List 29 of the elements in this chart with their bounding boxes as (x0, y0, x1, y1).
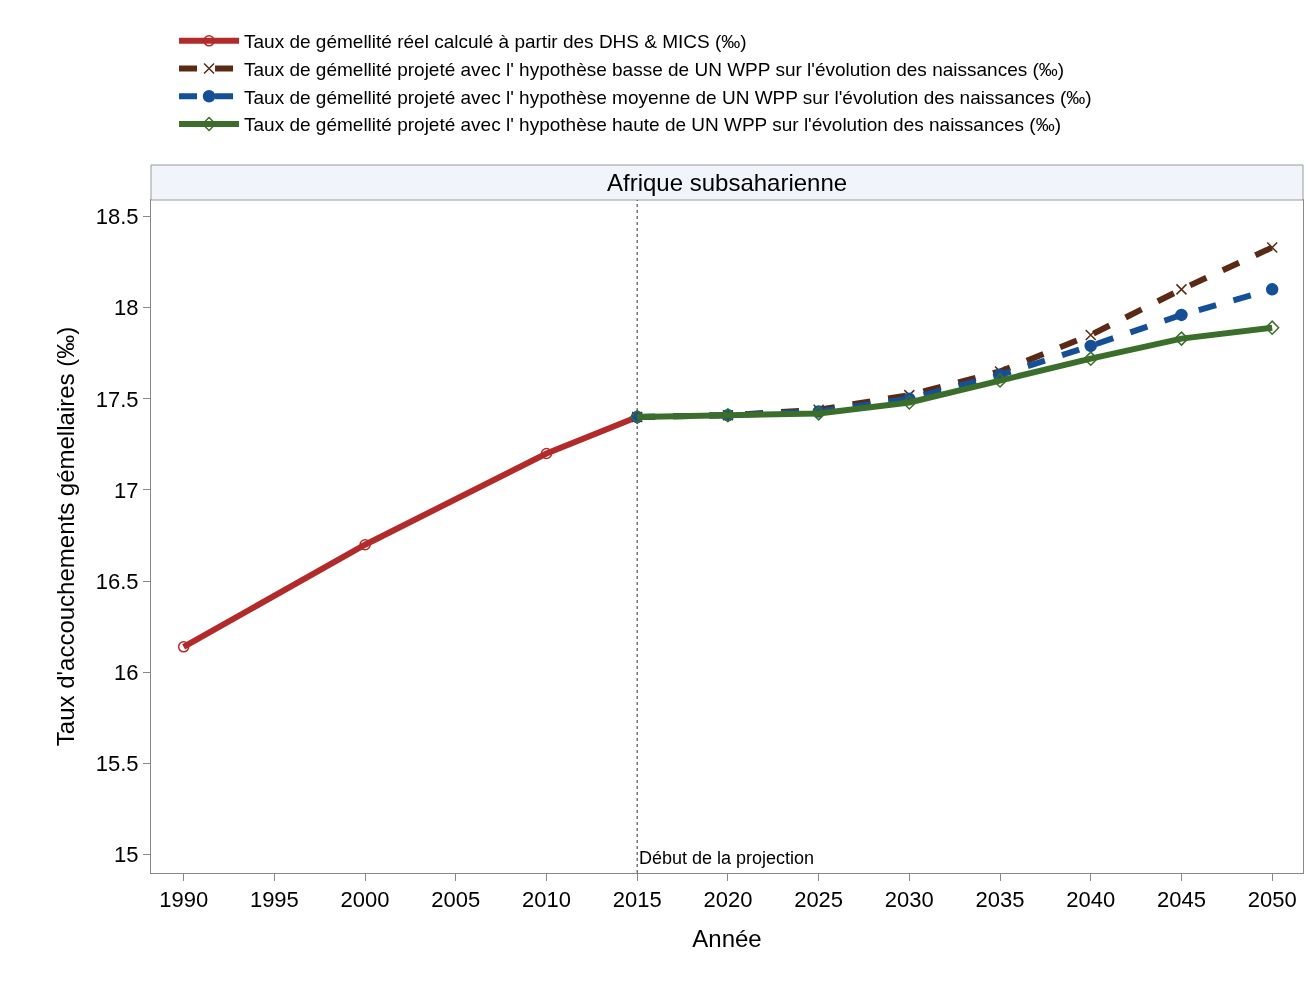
y-tick-label: 15.5 (95, 751, 139, 777)
x-tick-label: 1990 (159, 887, 209, 913)
x-tick-label: 2035 (975, 887, 1025, 913)
legend-label: Taux de gémellité projeté avec l' hypothèse haute de UN WPP sur l'évolution des naissances (‰) (244, 114, 1061, 136)
legend-label: Taux de gémellité projeté avec l' hypothèse moyenne de UN WPP sur l'évolution des naissances (‰) (244, 86, 1092, 108)
y-tick-label: 18.5 (95, 204, 139, 230)
x-tick-label: 2015 (612, 887, 662, 913)
x-axis-title: Année (692, 924, 762, 952)
legend-label: Taux de gémellité projeté avec l' hypothèse basse de UN WPP sur l'évolution des naissances (‰) (244, 58, 1065, 80)
x-tick-label: 2005 (431, 887, 481, 913)
ref-line-label: Début de la projection (639, 848, 815, 868)
x-tick-label: 2010 (522, 887, 571, 913)
x-tick-label: 2050 (1247, 887, 1297, 913)
x-tick-label: 2045 (1156, 887, 1206, 913)
x-tick-label: 2025 (794, 887, 844, 913)
chart-title: Afrique subsaharienne (607, 169, 848, 196)
legend-label: Taux de gémellité réel calculé à partir des DHS & MICS (‰) (244, 31, 747, 53)
x-tick-label: 2000 (340, 887, 390, 913)
y-tick-label: 16.5 (95, 568, 139, 594)
y-axis-title: Taux d'accouchements gémellaires (‰) (51, 326, 79, 747)
y-tick-label: 17 (114, 477, 139, 503)
x-tick-label: 2030 (884, 887, 934, 913)
x-tick-label: 2020 (703, 887, 753, 913)
y-tick-label: 15 (114, 842, 139, 868)
y-tick-label: 16 (114, 660, 139, 686)
x-tick-label: 2040 (1066, 887, 1116, 913)
y-tick-label: 17.5 (95, 386, 139, 412)
x-tick-label: 1995 (249, 887, 299, 913)
y-tick-label: 18 (114, 295, 139, 321)
